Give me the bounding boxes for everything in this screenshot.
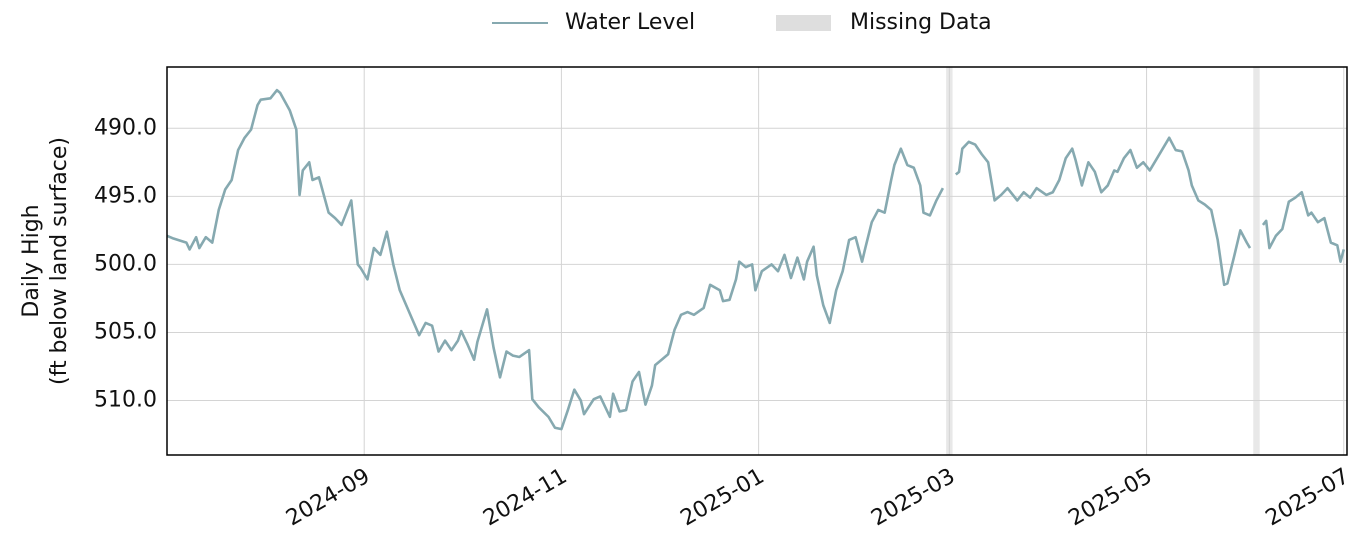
y-tick-label: 495.0 (94, 183, 157, 208)
x-tick-label: 2024-09 (282, 464, 374, 532)
y-tick-label: 510.0 (94, 388, 157, 413)
x-tick-label: 2025-01 (677, 464, 769, 532)
legend-label: Water Level (565, 10, 695, 35)
y-axis-label: (ft below land surface) (47, 137, 72, 385)
y-tick-label: 500.0 (94, 251, 157, 276)
y-tick-label: 505.0 (94, 319, 157, 344)
x-tick-label: 2025-05 (1064, 464, 1156, 532)
legend-label: Missing Data (850, 10, 992, 35)
x-tick-label: 2025-07 (1262, 464, 1350, 532)
x-tick-label: 2024-11 (479, 464, 571, 532)
x-tick-label: 2025-03 (867, 464, 959, 532)
plot-frame (166, 66, 1348, 456)
y-axis-label: Daily High (19, 204, 44, 317)
water-level-line (166, 88, 1346, 431)
legend-swatch (776, 15, 831, 31)
y-tick-label: 490.0 (94, 115, 157, 140)
missing-band (1253, 67, 1260, 455)
